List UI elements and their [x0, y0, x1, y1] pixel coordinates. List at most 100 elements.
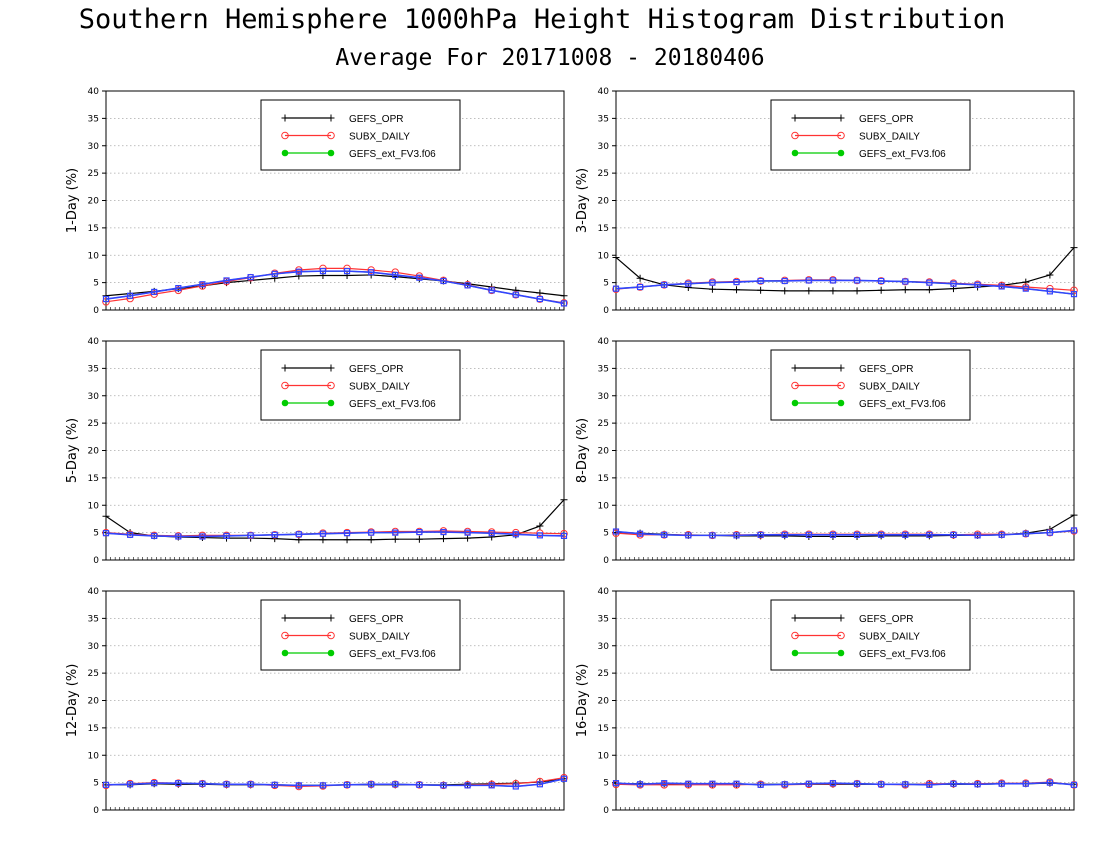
chart-panel: 0 5 10 15 20 25 30 35 40 3-Day (%) GEFS_OPR SUBX_DA… [575, 87, 1078, 316]
data-point [560, 529, 568, 538]
data-point [1022, 780, 1029, 787]
y-axis-label: 1-Day (%) [65, 168, 80, 233]
open-circle-icon [837, 381, 845, 390]
data-point [902, 278, 909, 285]
y-tick-label: 5 [603, 279, 609, 289]
data-point [319, 268, 327, 275]
data-point [512, 291, 519, 298]
y-tick-label: 30 [88, 642, 100, 652]
data-point [781, 277, 788, 285]
data-point [757, 781, 764, 788]
legend: GEFS_OPR SUBX_DAILY GEFS_ext_FV3.f06 [260, 99, 461, 171]
legend-label: SUBX_DAILY [349, 382, 410, 393]
series-line [105, 270, 565, 305]
y-tick-label: 5 [603, 529, 609, 539]
y-axis-label: 8-Day (%) [575, 418, 590, 483]
data-point [512, 783, 519, 790]
plus-icon [327, 614, 335, 622]
legend-label: SUBX_DAILY [349, 132, 410, 143]
series-line [615, 529, 1075, 537]
y-tick-label: 30 [598, 392, 610, 402]
data-point [660, 781, 669, 789]
data-point [781, 287, 789, 295]
legend-label: SUBX_DAILY [859, 132, 920, 143]
data-point [1046, 779, 1053, 786]
data-point [223, 532, 230, 540]
y-tick-label: 20 [88, 447, 100, 457]
filled-circle-icon [281, 149, 289, 157]
data-point [781, 781, 788, 788]
y-tick-label: 5 [603, 779, 609, 789]
data-point [1070, 511, 1078, 519]
chart-panel: 0 5 10 15 20 25 30 35 40 5-Day (%) GEFS_OPR SUBX_DA… [65, 337, 568, 566]
y-tick-label: 40 [88, 87, 100, 97]
filled-circle-icon [327, 399, 335, 407]
y-tick-label: 25 [88, 169, 99, 179]
chart-panel: 0 5 10 15 20 25 30 35 40 1-Day (%) GEFS_OPR SUBX_DA… [65, 87, 568, 316]
y-tick-label: 20 [598, 197, 610, 207]
data-point [974, 281, 981, 288]
plus-icon [837, 114, 845, 122]
data-point [127, 292, 134, 299]
y-axis-label: 12-Day (%) [65, 664, 80, 738]
filled-circle-icon [791, 149, 799, 157]
data-point [612, 529, 620, 537]
plus-icon [837, 364, 845, 372]
plus-icon [327, 364, 335, 372]
data-point [488, 533, 496, 541]
y-tick-label: 5 [93, 779, 99, 789]
data-point [853, 287, 861, 295]
data-point [127, 531, 134, 538]
data-point [295, 531, 302, 538]
data-point [391, 535, 399, 543]
filled-circle-icon [327, 649, 335, 657]
data-point [636, 274, 644, 282]
data-point [637, 530, 644, 537]
data-point [319, 782, 327, 789]
data-point [1022, 285, 1029, 292]
open-circle-icon [791, 631, 799, 640]
data-point [536, 522, 544, 530]
data-point [877, 286, 885, 294]
legend: GEFS_OPR SUBX_DAILY GEFS_ext_FV3.f06 [770, 99, 971, 171]
data-point [536, 295, 543, 303]
data-point [853, 531, 861, 538]
data-point [247, 274, 254, 281]
data-point [199, 780, 206, 787]
plus-icon [327, 114, 335, 122]
data-point [805, 277, 812, 284]
data-point [781, 531, 788, 538]
data-point [733, 278, 740, 286]
y-tick-label: 30 [598, 642, 610, 652]
y-tick-label: 0 [603, 306, 609, 316]
data-point [368, 529, 375, 536]
data-point [560, 532, 568, 540]
data-point [926, 781, 933, 788]
data-point [757, 531, 764, 538]
legend: GEFS_OPR SUBX_DAILY GEFS_ext_FV3.f06 [260, 349, 461, 421]
data-point [733, 286, 741, 294]
y-tick-label: 40 [88, 337, 100, 347]
filled-circle-icon [791, 399, 799, 407]
data-point [1021, 283, 1030, 291]
data-point [439, 535, 447, 543]
data-point [1046, 529, 1053, 536]
legend: GEFS_OPR SUBX_DAILY GEFS_ext_FV3.f06 [770, 599, 971, 671]
data-point [536, 532, 543, 539]
data-point [151, 288, 158, 296]
y-tick-label: 10 [598, 501, 610, 511]
data-point [661, 780, 668, 787]
data-point [684, 284, 692, 292]
data-point [733, 780, 740, 787]
open-circle-icon [281, 381, 289, 390]
y-tick-label: 0 [93, 306, 99, 316]
filled-circle-icon [281, 399, 289, 407]
data-point [1070, 781, 1078, 788]
data-point [415, 535, 423, 543]
page-subtitle: Average For 20171008 - 20180406 [335, 45, 765, 71]
y-tick-label: 40 [598, 337, 610, 347]
y-tick-label: 20 [598, 447, 610, 457]
data-point [560, 292, 568, 300]
y-tick-label: 5 [93, 279, 99, 289]
plus-icon [281, 614, 289, 622]
